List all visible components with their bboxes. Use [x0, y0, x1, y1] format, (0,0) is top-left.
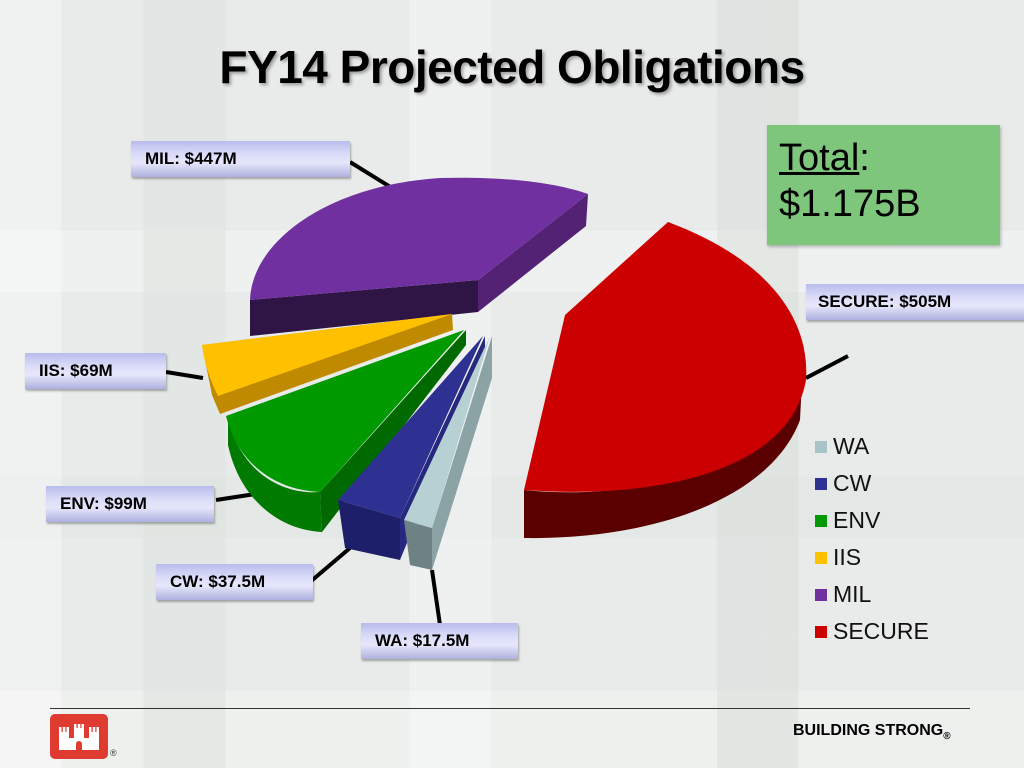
- slice-iis: [202, 314, 453, 414]
- legend-item-env: ENV: [815, 502, 929, 539]
- slide-title: FY14 Projected Obligations: [219, 41, 805, 93]
- legend-item-mil: MIL: [815, 576, 929, 613]
- brand-text: BUILDING STRONG: [793, 722, 944, 739]
- legend-item-wa: WA: [815, 428, 929, 465]
- legend-label: CW: [833, 470, 872, 496]
- legend-swatch: [815, 440, 827, 453]
- callout-secure: SECURE: $505M: [806, 284, 1024, 320]
- legend-swatch: [815, 625, 827, 638]
- slice-mil: [250, 177, 588, 336]
- castle-logo-icon: [50, 714, 108, 759]
- brand-tagline: BUILDING STRONG®: [793, 722, 951, 742]
- legend-swatch: [815, 588, 827, 601]
- legend-swatch: [815, 477, 827, 490]
- slice-wa: [404, 336, 492, 570]
- legend-swatch: [815, 551, 827, 564]
- callout-mil: MIL: $447M: [131, 141, 350, 177]
- legend-item-iis: IIS: [815, 539, 929, 576]
- castle-icon: [59, 723, 99, 750]
- logo-registered-mark: ®: [110, 748, 117, 758]
- legend-swatch: [815, 514, 827, 527]
- callout-cw: CW: $37.5M: [156, 564, 313, 600]
- callout-wa: WA: $17.5M: [361, 623, 518, 659]
- leader-lines: [165, 160, 849, 626]
- brand-registered-mark: ®: [943, 731, 951, 743]
- total-value: $1.175B: [779, 183, 921, 225]
- total-colon: :: [859, 137, 870, 179]
- legend-label: SECURE: [833, 618, 929, 644]
- total-box: Total: $1.175B: [767, 125, 1000, 245]
- legend-label: WA: [833, 433, 870, 459]
- callout-env: ENV: $99M: [46, 486, 214, 522]
- callout-iis: IIS: $69M: [25, 353, 166, 389]
- slice-secure: [524, 222, 807, 539]
- legend-item-cw: CW: [815, 465, 929, 502]
- footer-divider: [50, 708, 970, 709]
- chart-legend: WA CW ENV IIS MIL SECURE: [815, 428, 929, 650]
- total-label: Total: [779, 137, 860, 179]
- legend-label: ENV: [833, 507, 881, 533]
- legend-item-secure: SECURE: [815, 613, 929, 650]
- legend-label: MIL: [833, 581, 872, 607]
- legend-label: IIS: [833, 544, 862, 570]
